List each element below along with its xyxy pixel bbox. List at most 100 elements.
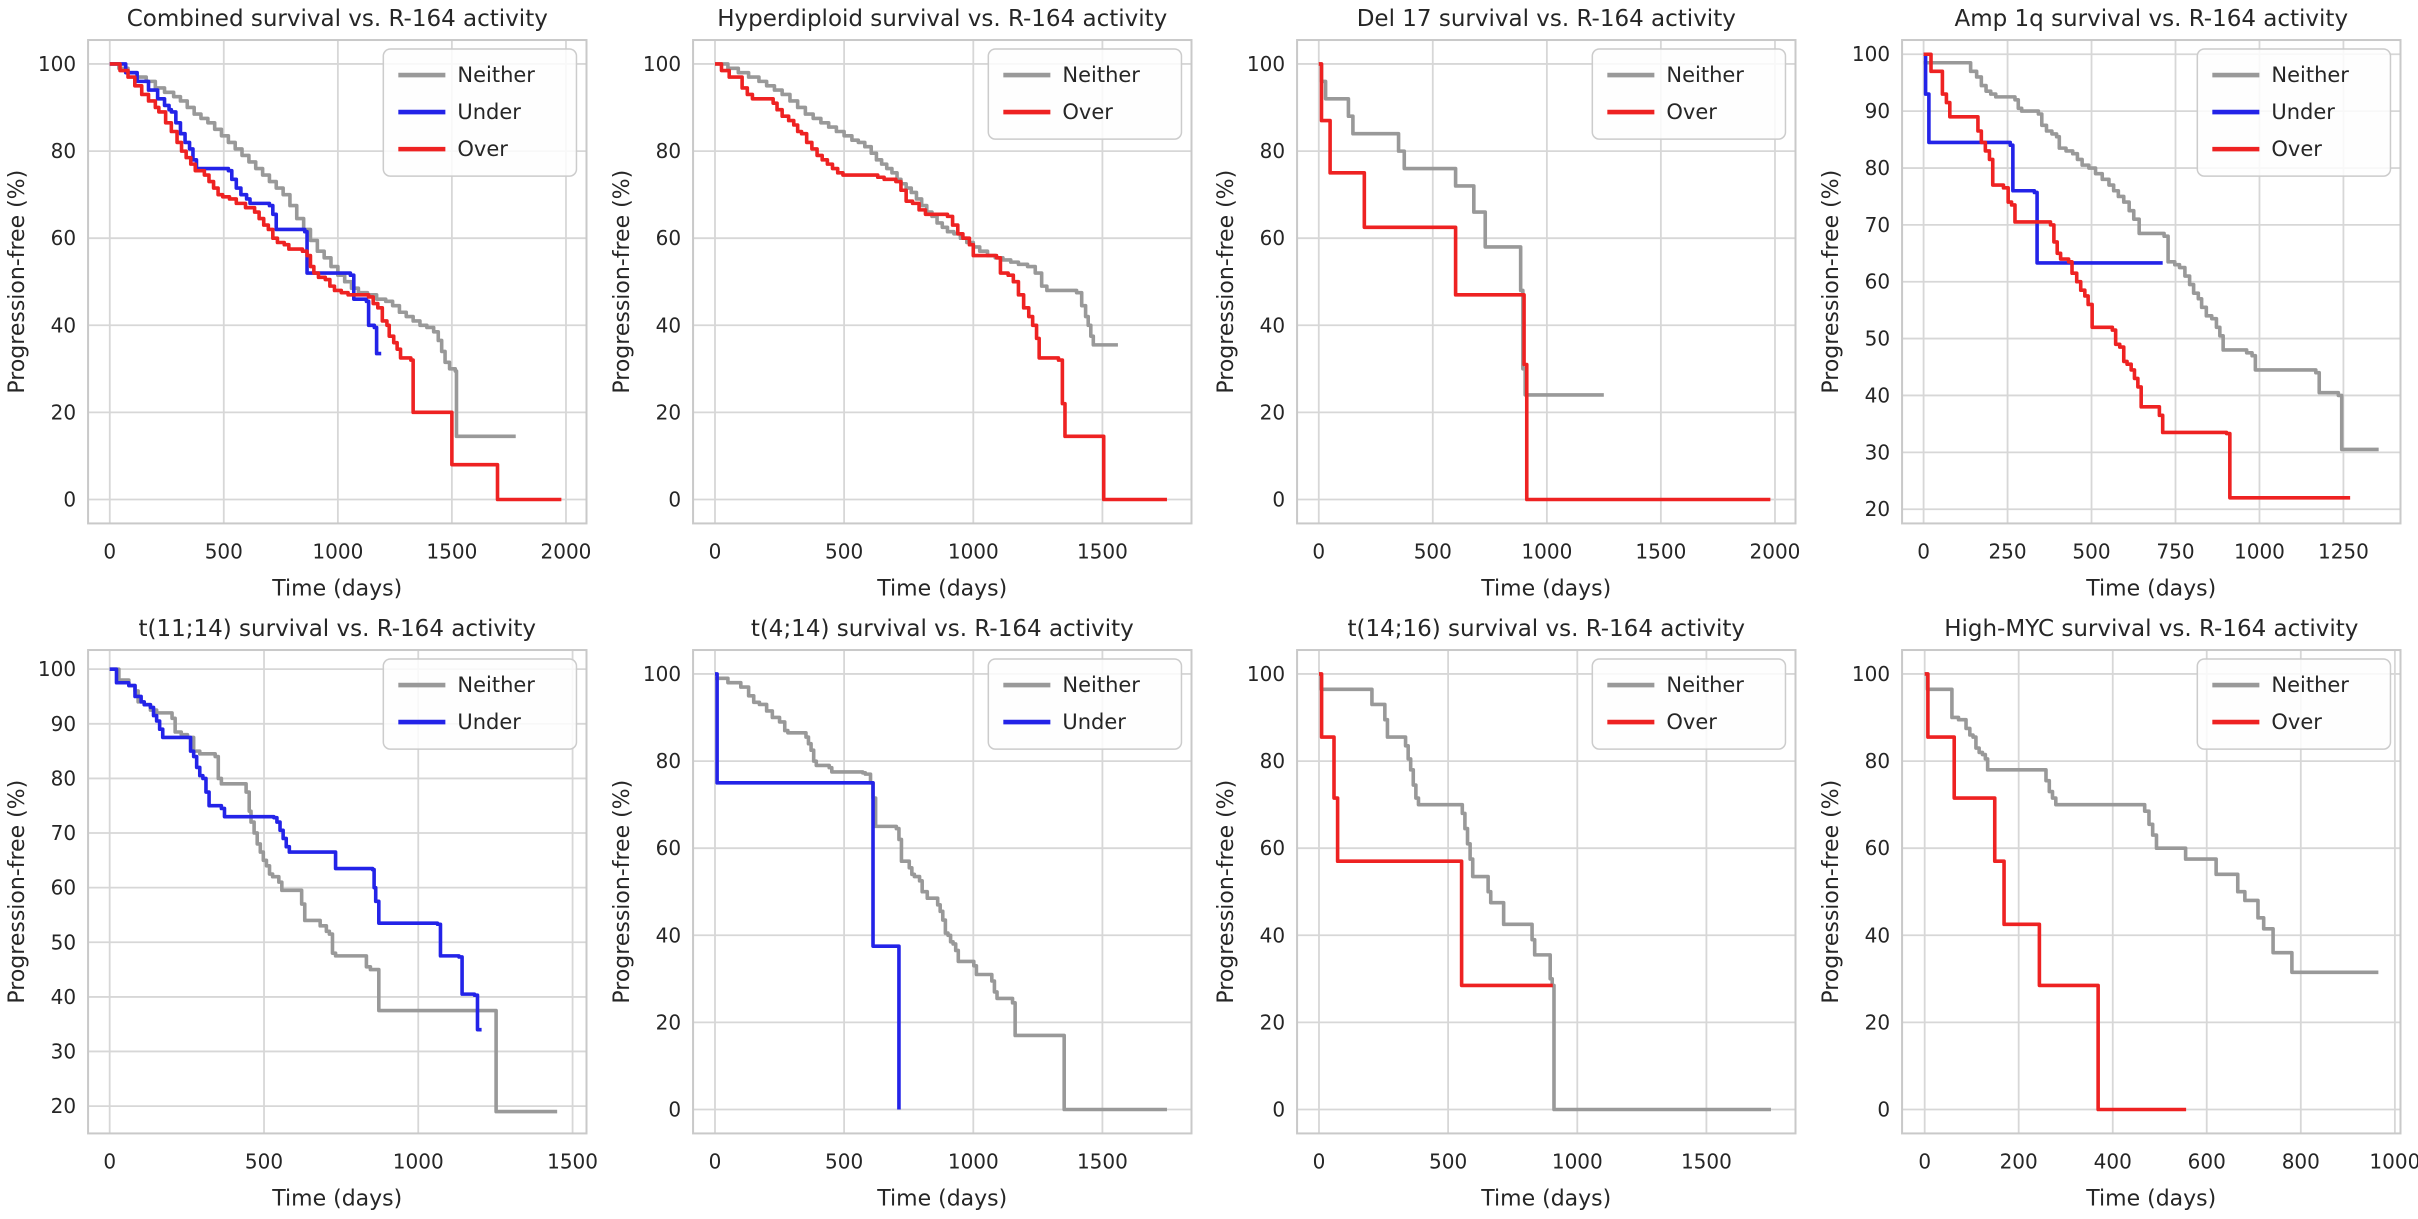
y-tick-label: 60 [655, 226, 680, 250]
x-tick-label: 0 [708, 1149, 721, 1173]
x-tick-label: 0 [103, 1149, 116, 1173]
y-tick-label: 40 [655, 923, 680, 947]
x-tick-label: 0 [1313, 1149, 1326, 1173]
km-chart-svg: Combined survival vs. R-164 activityTime… [0, 0, 605, 610]
x-tick-label: 1500 [426, 539, 477, 563]
x-tick-label: 1000 [2369, 1149, 2418, 1173]
x-tick-label: 1000 [2234, 539, 2285, 563]
y-tick-label: 40 [51, 984, 76, 1008]
y-tick-label: 100 [1247, 52, 1285, 76]
legend-label-neither: Neither [2271, 62, 2349, 87]
y-tick-label: 80 [655, 749, 680, 773]
x-tick-label: 1000 [312, 539, 363, 563]
y-tick-label: 60 [1864, 836, 1889, 860]
x-tick-label: 1250 [2317, 539, 2368, 563]
legend-label-neither: Neither [1666, 672, 1744, 697]
y-tick-label: 0 [1272, 1097, 1285, 1121]
y-tick-label: 20 [1260, 1010, 1285, 1034]
x-axis-label: Time (days) [271, 1186, 402, 1211]
x-tick-label: 2000 [1750, 539, 1801, 563]
x-tick-label: 0 [1917, 539, 1930, 563]
x-tick-label: 0 [103, 539, 116, 563]
y-tick-label: 90 [51, 711, 76, 735]
y-tick-label: 80 [1864, 156, 1889, 180]
legend-label-under: Under [2271, 99, 2335, 124]
subplot-hyperdiploid: Hyperdiploid survival vs. R-164 activity… [605, 0, 1210, 610]
y-axis-label: Progression-free (%) [610, 170, 635, 394]
x-axis-label: Time (days) [1480, 1186, 1611, 1211]
y-tick-label: 60 [51, 875, 76, 899]
x-tick-label: 750 [2156, 539, 2194, 563]
y-tick-label: 80 [1864, 749, 1889, 773]
x-tick-label: 500 [2072, 539, 2110, 563]
plot-title: Hyperdiploid survival vs. R-164 activity [717, 6, 1167, 32]
x-tick-label: 1000 [1552, 1149, 1603, 1173]
y-tick-label: 0 [63, 488, 76, 512]
y-tick-label: 100 [38, 657, 76, 681]
x-tick-label: 600 [2187, 1149, 2225, 1173]
x-tick-label: 0 [1918, 1149, 1931, 1173]
y-axis-label: Progression-free (%) [610, 779, 635, 1003]
x-tick-label: 400 [2093, 1149, 2131, 1173]
x-tick-label: 1500 [1076, 539, 1127, 563]
x-tick-label: 0 [708, 539, 721, 563]
y-tick-label: 20 [1864, 497, 1889, 521]
x-tick-label: 1500 [547, 1149, 598, 1173]
plot-title: High-MYC survival vs. R-164 activity [1944, 616, 2358, 642]
km-curve-over [1319, 673, 1553, 984]
y-tick-label: 40 [1260, 923, 1285, 947]
x-axis-label: Time (days) [1480, 576, 1611, 601]
legend-label-neither: Neither [1062, 672, 1140, 697]
y-tick-label: 20 [655, 1010, 680, 1034]
x-axis-label: Time (days) [876, 1186, 1007, 1211]
x-tick-label: 1000 [947, 1149, 998, 1173]
y-tick-label: 40 [1864, 383, 1889, 407]
subplot-t11-14: t(11;14) survival vs. R-164 activity Time… [0, 610, 605, 1219]
y-tick-label: 80 [51, 766, 76, 790]
y-tick-label: 100 [642, 52, 680, 76]
y-axis-label: Progression-free (%) [1819, 170, 1844, 394]
legend-label-neither: Neither [1062, 62, 1140, 87]
x-tick-label: 500 [825, 539, 863, 563]
y-tick-label: 60 [655, 836, 680, 860]
y-tick-label: 0 [668, 488, 681, 512]
plot-title: t(14;16) survival vs. R-164 activity [1348, 616, 1746, 642]
y-tick-label: 20 [655, 400, 680, 424]
y-tick-label: 90 [1864, 99, 1889, 123]
y-tick-label: 50 [51, 930, 76, 954]
y-tick-label: 30 [1864, 440, 1889, 464]
plot-title: t(11;14) survival vs. R-164 activity [139, 616, 537, 642]
x-tick-label: 1500 [1076, 1149, 1127, 1173]
y-tick-label: 0 [1272, 488, 1285, 512]
legend-label-neither: Neither [2271, 672, 2349, 697]
x-axis-label: Time (days) [2085, 1186, 2216, 1211]
km-chart-svg: t(4;14) survival vs. R-164 activityTime … [605, 610, 1210, 1219]
y-tick-label: 20 [1864, 1010, 1889, 1034]
legend-label-over: Over [2271, 136, 2322, 161]
y-tick-label: 20 [1260, 400, 1285, 424]
km-curve-under [1923, 54, 2162, 263]
x-tick-label: 1000 [393, 1149, 444, 1173]
plot-title: Amp 1q survival vs. R-164 activity [1954, 6, 2348, 32]
x-tick-label: 500 [1429, 1149, 1467, 1173]
y-tick-label: 100 [1851, 661, 1889, 685]
x-tick-label: 500 [245, 1149, 283, 1173]
x-tick-label: 500 [825, 1149, 863, 1173]
x-tick-label: 800 [2281, 1149, 2319, 1173]
x-axis-label: Time (days) [876, 576, 1007, 601]
subplot-del17: Del 17 survival vs. R-164 activity Time (… [1209, 0, 1814, 610]
legend-label-neither: Neither [457, 62, 535, 87]
y-tick-label: 100 [642, 661, 680, 685]
km-chart-svg: High-MYC survival vs. R-164 activity Time… [1814, 610, 2418, 1219]
km-chart-svg: t(14;16) survival vs. R-164 activity Time… [1209, 610, 1814, 1219]
y-tick-label: 0 [1877, 1097, 1890, 1121]
legend-label-under: Under [1062, 709, 1126, 734]
x-tick-label: 1000 [1521, 539, 1572, 563]
y-tick-label: 100 [1851, 42, 1889, 66]
y-tick-label: 20 [51, 400, 76, 424]
y-tick-label: 100 [38, 52, 76, 76]
plot-title: Del 17 survival vs. R-164 activity [1357, 6, 1736, 32]
x-tick-label: 2000 [541, 539, 592, 563]
